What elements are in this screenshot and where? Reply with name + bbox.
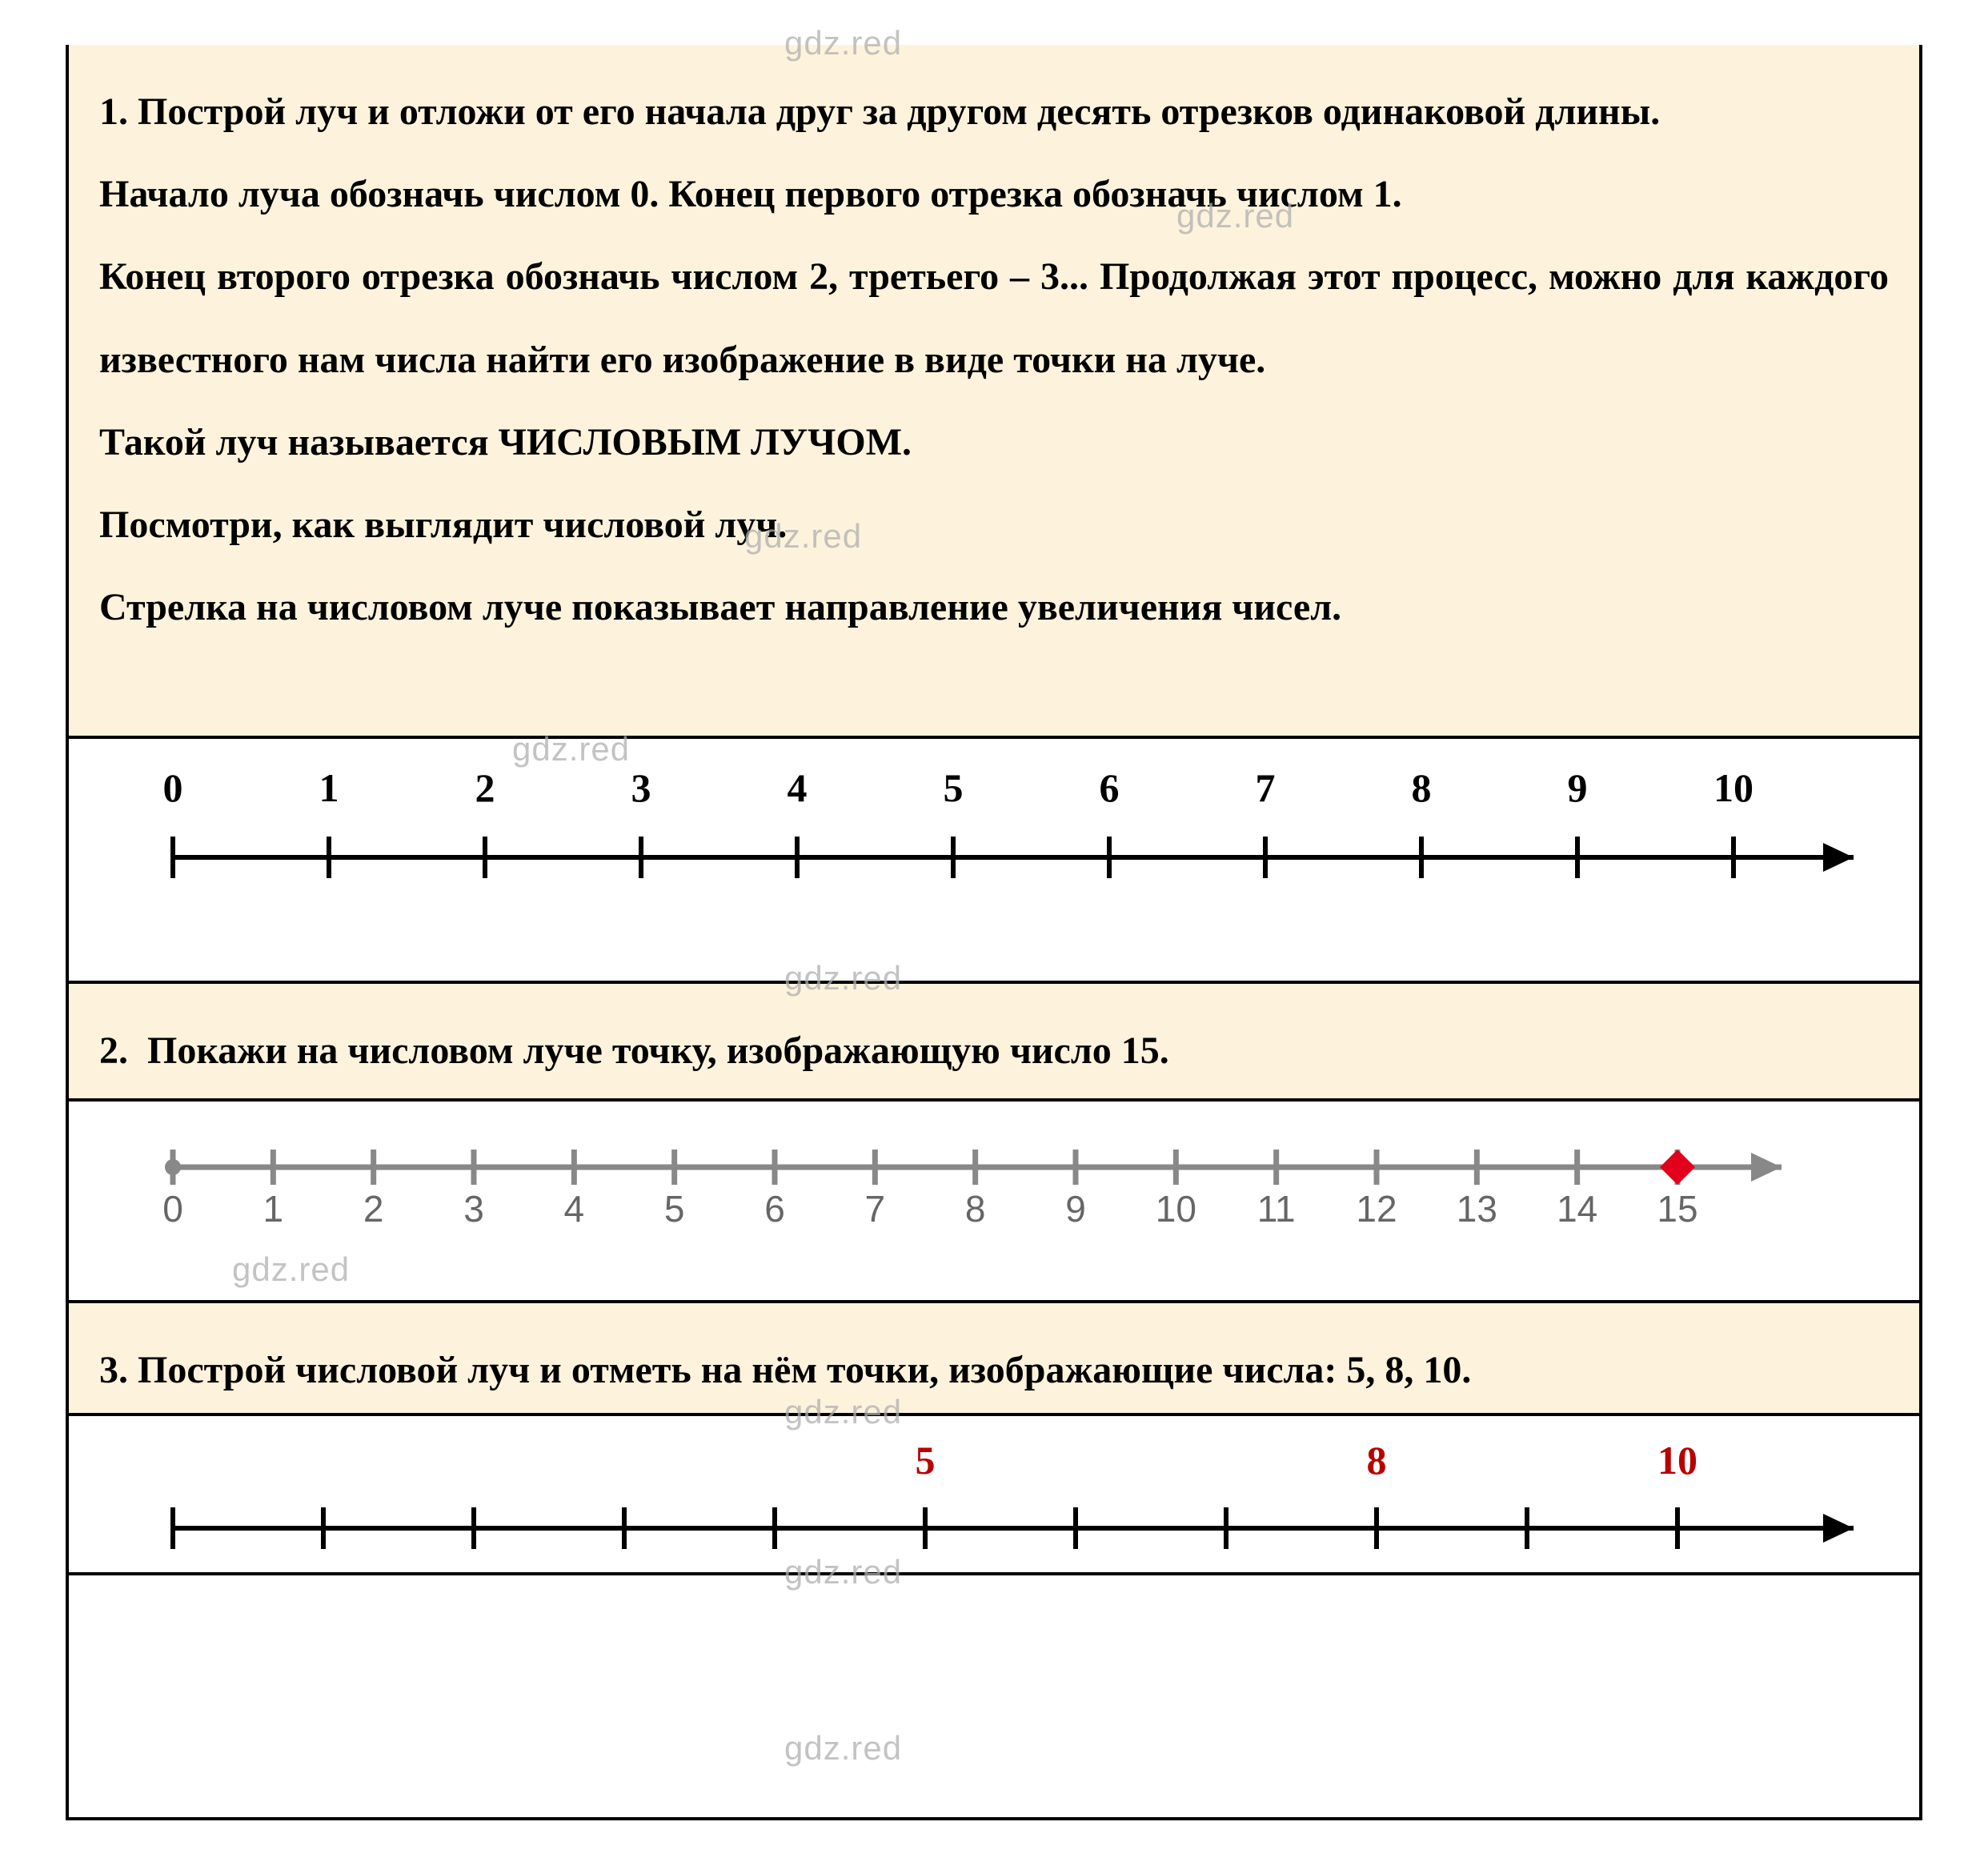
svg-text:4: 4: [564, 1188, 585, 1230]
svg-text:0: 0: [163, 765, 183, 810]
svg-text:12: 12: [1356, 1188, 1397, 1230]
svg-text:0: 0: [162, 1188, 183, 1230]
page-root: 1. Построй луч и отложи от его начала др…: [0, 0, 1988, 1870]
number-line-2: 0123456789101112131415: [69, 1102, 1926, 1254]
svg-text:3: 3: [463, 1188, 484, 1230]
number-line-3: 5 8 10: [69, 1416, 1926, 1592]
svg-text:1: 1: [263, 1188, 284, 1230]
svg-text:10: 10: [1713, 765, 1754, 810]
task2-cell: 2. Покажи на числовом луче точку, изобра…: [66, 984, 1922, 1102]
svg-text:4: 4: [788, 765, 808, 810]
svg-text:2: 2: [363, 1188, 384, 1230]
svg-text:8: 8: [1412, 765, 1432, 810]
svg-text:5: 5: [916, 1438, 936, 1483]
task1-text: 1. Построй луч и отложи от его начала др…: [69, 45, 1919, 676]
svg-text:14: 14: [1557, 1188, 1597, 1230]
svg-text:9: 9: [1065, 1188, 1086, 1230]
numline1-cell: 0 1 2 3 4 5 6 7 8 9 10: [66, 739, 1922, 984]
svg-text:8: 8: [1367, 1438, 1387, 1483]
svg-text:7: 7: [865, 1188, 886, 1230]
svg-text:5: 5: [664, 1188, 685, 1230]
svg-text:13: 13: [1457, 1188, 1497, 1230]
svg-text:7: 7: [1256, 765, 1276, 810]
task1-cell: 1. Построй луч и отложи от его начала др…: [66, 45, 1922, 739]
svg-text:10: 10: [1657, 1438, 1697, 1483]
task2-text: 2. Покажи на числовом луче точку, изобра…: [69, 984, 1919, 1119]
svg-text:8: 8: [965, 1188, 986, 1230]
svg-text:2: 2: [475, 765, 495, 810]
svg-text:6: 6: [764, 1188, 785, 1230]
svg-text:9: 9: [1568, 765, 1588, 810]
number-line-1: 0 1 2 3 4 5 6 7 8 9 10: [69, 739, 1926, 915]
svg-text:3: 3: [631, 765, 651, 810]
svg-text:5: 5: [944, 765, 964, 810]
numline3-cell: 5 8 10: [66, 1416, 1922, 1575]
svg-text:11: 11: [1257, 1188, 1296, 1230]
svg-text:1: 1: [319, 765, 339, 810]
svg-text:6: 6: [1100, 765, 1120, 810]
svg-text:15: 15: [1657, 1188, 1697, 1230]
svg-text:10: 10: [1156, 1188, 1196, 1230]
task3-cell: 3. Построй числовой луч и отметь на нём …: [66, 1303, 1922, 1416]
numline2-cell: 0123456789101112131415: [66, 1102, 1922, 1303]
